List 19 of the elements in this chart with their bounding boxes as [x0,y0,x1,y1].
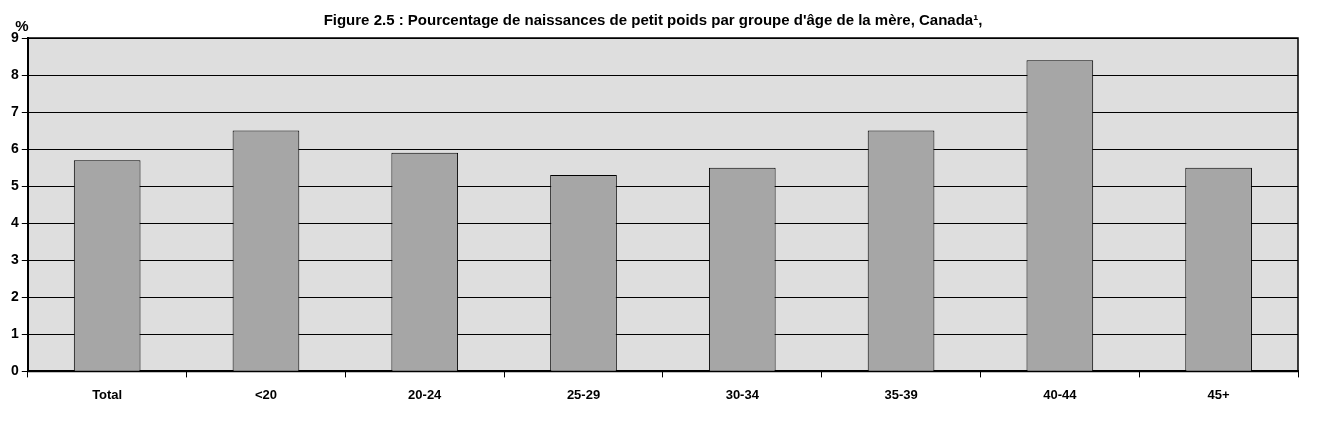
y-tick-label: 8 [10,65,19,82]
y-tick-label: 9 [10,28,19,45]
x-tick-label: 25-29 [566,386,601,402]
x-tick-label: 30-34 [725,386,760,402]
x-tick-label: <20 [254,386,277,402]
y-tick-label: 7 [10,102,19,119]
x-tick-label: Total [92,386,123,402]
x-tick-label: 20-24 [408,386,443,402]
y-tick-label: 1 [10,325,19,342]
x-tick-label: 35-39 [884,386,918,402]
x-tick-label: 40-44 [1043,386,1078,402]
x-tick-label: 45+ [1207,386,1231,402]
y-tick-label: 6 [10,139,19,156]
y-tick-label: 5 [10,177,19,194]
y-tick-label: 2 [10,288,19,305]
y-tick-label: 4 [10,214,19,231]
chart-title: Figure 2.5 : Pourcentage de naissances de petit poids par groupe d'âge de la mère, Canada¹, [323,11,983,29]
y-tick-label: 0 [10,362,19,379]
y-tick-label: 3 [10,251,19,268]
